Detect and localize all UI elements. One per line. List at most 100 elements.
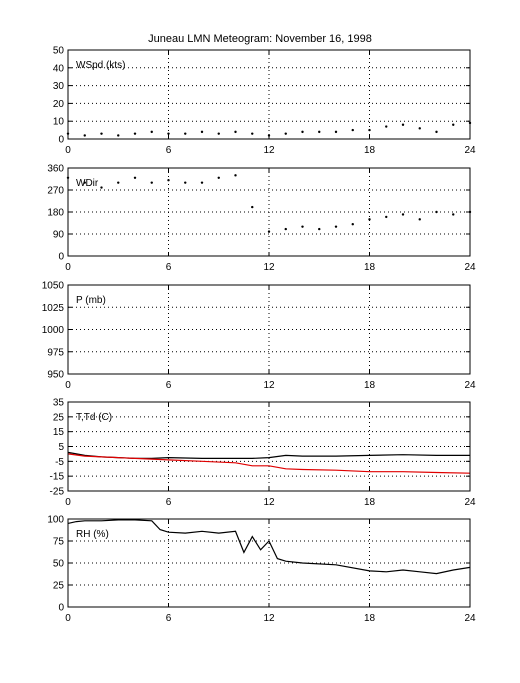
y-tick-label: 0 xyxy=(58,603,64,614)
panel-4: 0 6 12 18 24 0 25 50 75 100 RH (%) xyxy=(47,515,476,625)
panel-frame xyxy=(67,167,471,257)
y-tick-label: 975 xyxy=(47,347,64,358)
x-tick-label: 0 xyxy=(65,613,71,624)
panel-frame xyxy=(67,518,471,608)
x-tick-label: 12 xyxy=(263,497,275,508)
y-tick-label: 360 xyxy=(47,164,64,175)
panel-label: P (mb) xyxy=(76,295,106,306)
data-point-1-21 xyxy=(418,218,421,221)
series-line-3-1 xyxy=(67,453,471,474)
data-point-0-22 xyxy=(435,130,438,134)
data-point-1-16 xyxy=(334,225,338,228)
x-tick-label: 6 xyxy=(166,145,172,156)
y-tick-label: 50 xyxy=(53,46,65,57)
data-point-1-8 xyxy=(200,181,204,184)
y-tick-label: 15 xyxy=(53,427,65,438)
y-tick-label: 100 xyxy=(47,515,64,526)
data-point-0-19 xyxy=(385,125,388,128)
data-point-1-5 xyxy=(150,181,153,184)
y-tick-label: 0 xyxy=(58,135,64,146)
data-point-0-7 xyxy=(184,132,187,135)
x-tick-label: 24 xyxy=(464,497,476,508)
x-tick-label: 6 xyxy=(166,262,172,273)
data-point-0-11 xyxy=(251,132,254,135)
data-point-1-19 xyxy=(385,215,388,219)
x-tick-label: 12 xyxy=(263,145,275,156)
y-tick-label: 20 xyxy=(53,99,65,110)
y-tick-label: 5 xyxy=(58,442,64,453)
y-tick-label: -15 xyxy=(50,472,65,483)
x-tick-label: 18 xyxy=(364,145,376,156)
x-tick-label: 12 xyxy=(263,262,275,273)
data-point-1-14 xyxy=(301,225,304,228)
x-tick-label: 0 xyxy=(65,145,71,156)
y-tick-label: 90 xyxy=(53,230,65,241)
data-point-0-23 xyxy=(452,123,455,126)
data-point-0-17 xyxy=(351,128,354,132)
y-tick-label: 1050 xyxy=(42,281,65,292)
panel-label: WSpd (kts) xyxy=(76,60,125,71)
data-point-1-12 xyxy=(267,230,271,233)
data-point-1-17 xyxy=(351,223,354,226)
data-point-1-15 xyxy=(318,227,321,231)
data-point-1-1 xyxy=(83,181,86,184)
chart-title: Juneau LMN Meteogram: November 16, 1998 xyxy=(148,33,372,45)
y-tick-label: 180 xyxy=(47,208,64,219)
data-point-1-2 xyxy=(100,186,103,189)
y-tick-label: 1025 xyxy=(42,303,65,314)
data-point-1-22 xyxy=(435,210,438,214)
data-point-0-15 xyxy=(318,130,321,134)
panel-label: RH (%) xyxy=(76,529,109,540)
data-point-1-6 xyxy=(167,179,170,182)
y-tick-label: 1000 xyxy=(42,325,65,336)
data-point-0-1 xyxy=(83,134,86,137)
panel-label: WDir xyxy=(76,178,99,189)
data-point-0-12 xyxy=(267,134,271,137)
x-tick-label: 18 xyxy=(364,262,376,273)
data-point-0-6 xyxy=(167,132,170,135)
panel-frame xyxy=(67,401,471,492)
data-point-0-5 xyxy=(150,130,153,134)
x-tick-label: 6 xyxy=(166,497,172,508)
data-point-0-20 xyxy=(401,123,405,126)
data-point-0-4 xyxy=(133,132,137,135)
data-point-1-20 xyxy=(401,213,405,216)
y-tick-label: -25 xyxy=(50,487,65,498)
data-point-0-10 xyxy=(234,130,237,134)
data-point-0-18 xyxy=(368,128,371,132)
data-point-1-4 xyxy=(133,176,137,179)
y-tick-label: 35 xyxy=(53,398,65,409)
data-point-1-10 xyxy=(234,174,237,177)
y-tick-label: 75 xyxy=(53,537,65,548)
x-tick-label: 6 xyxy=(166,380,172,391)
x-tick-label: 12 xyxy=(263,613,275,624)
data-point-1-7 xyxy=(184,181,187,184)
data-point-0-16 xyxy=(334,130,338,134)
panel-0: 0 6 12 18 24 0 10 20 30 40 50 WSpd (kts) xyxy=(53,46,476,157)
data-point-1-18 xyxy=(368,218,371,221)
data-point-0-8 xyxy=(200,130,204,134)
x-tick-label: 24 xyxy=(464,380,476,391)
data-point-1-3 xyxy=(117,181,120,184)
data-point-1-23 xyxy=(452,213,455,216)
data-point-0-3 xyxy=(117,134,120,137)
y-tick-label: 0 xyxy=(58,252,64,263)
y-tick-label: 25 xyxy=(53,581,65,592)
x-tick-label: 12 xyxy=(263,380,275,391)
panel-label: T,Td (C) xyxy=(76,412,112,423)
x-tick-label: 18 xyxy=(364,613,376,624)
panel-frame xyxy=(67,284,471,375)
y-tick-label: 30 xyxy=(53,81,65,92)
x-tick-label: 24 xyxy=(464,262,476,273)
data-point-0-14 xyxy=(301,130,304,134)
y-tick-label: 270 xyxy=(47,186,64,197)
y-tick-label: -5 xyxy=(55,457,64,468)
y-tick-label: 40 xyxy=(53,63,65,74)
data-point-1-13 xyxy=(284,227,287,231)
data-point-0-2 xyxy=(100,132,103,135)
panel-frame xyxy=(67,49,471,140)
x-tick-label: 18 xyxy=(364,380,376,391)
y-tick-label: 950 xyxy=(47,370,64,381)
x-tick-label: 0 xyxy=(65,497,71,508)
